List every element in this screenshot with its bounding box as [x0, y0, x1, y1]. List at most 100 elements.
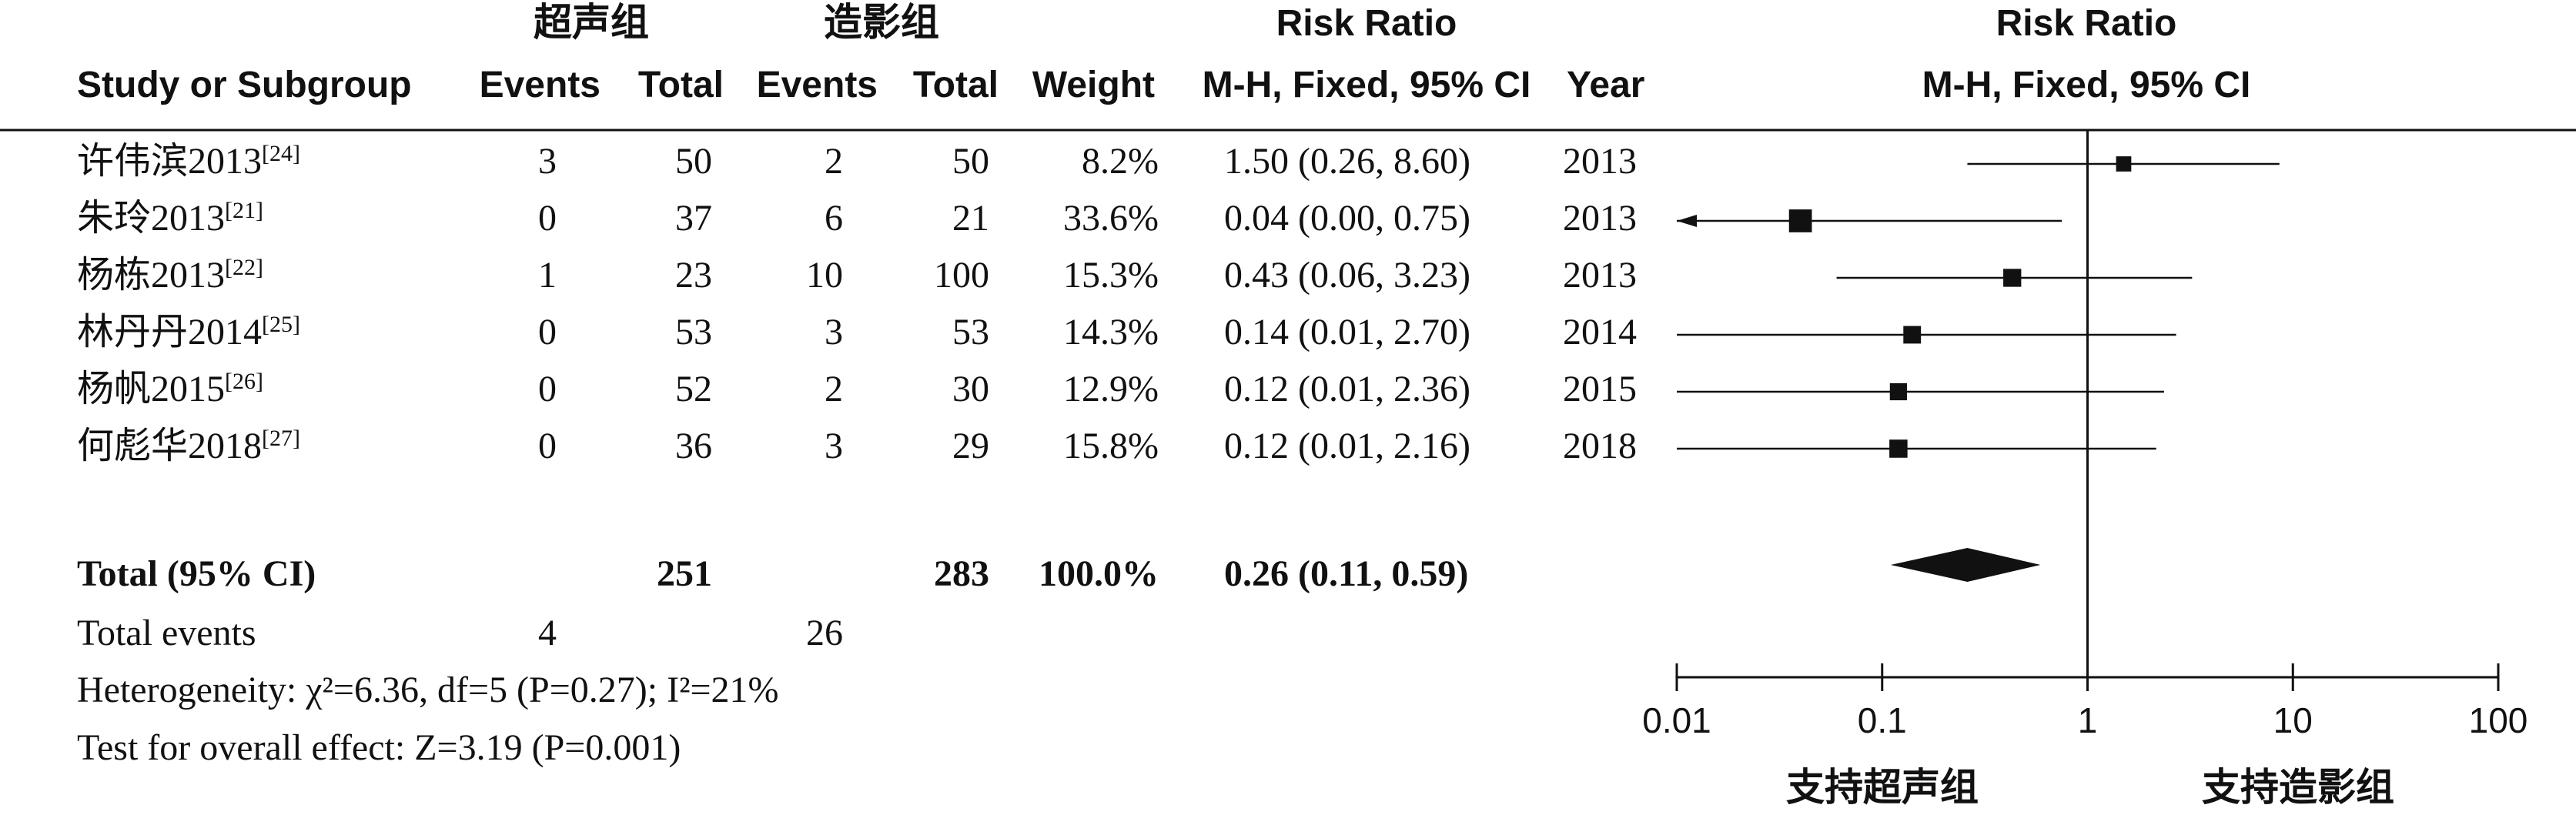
- point-estimate: [1889, 382, 1907, 401]
- study-name: 杨帆2015[26]: [77, 369, 263, 409]
- study-name-text: 杨栋2013: [77, 255, 225, 296]
- x-tick-label: 0.01: [1642, 700, 1711, 740]
- header-plot-method: M-H, Fixed, 95% CI: [1922, 65, 2251, 105]
- study-name-text: 杨帆2015: [77, 369, 225, 409]
- weight: 12.9%: [1063, 369, 1159, 409]
- events-contrast: 2: [825, 141, 843, 182]
- favours-contrast-label: 支持造影组: [2202, 765, 2394, 810]
- events-contrast: 3: [825, 426, 843, 466]
- study-name-text: 林丹丹2014: [77, 312, 262, 352]
- weight: 8.2%: [1082, 141, 1159, 182]
- point-estimate: [2116, 156, 2132, 172]
- total-contrast: 29: [952, 426, 989, 466]
- events-contrast: 2: [825, 369, 843, 409]
- total-contrast: 50: [952, 141, 989, 182]
- events-contrast: 6: [825, 198, 843, 239]
- ci-arrow: [1677, 215, 1697, 227]
- header-events-contrast: Events: [757, 65, 878, 105]
- overall-effect-text: Test for overall effect: Z=3.19 (P=0.001…: [77, 727, 681, 768]
- total-events-label: Total events: [77, 613, 256, 653]
- study-reference: [26]: [225, 369, 263, 394]
- events-ultrasound: 3: [538, 141, 557, 182]
- total-ultrasound: 37: [675, 198, 712, 239]
- study-reference: [25]: [262, 312, 300, 337]
- group-label-contrast: 造影组: [824, 0, 939, 45]
- total-ultrasound: 50: [675, 141, 712, 182]
- weight: 14.3%: [1063, 312, 1159, 352]
- total-label: Total (95% CI): [77, 553, 316, 594]
- study-name: 杨栋2013[22]: [77, 255, 263, 296]
- weight: 15.8%: [1063, 426, 1159, 466]
- ci-text: 0.43 (0.06, 3.23): [1224, 255, 1470, 296]
- year: 2014: [1563, 312, 1637, 352]
- x-tick-label: 0.1: [1858, 700, 1907, 740]
- events-contrast: 10: [806, 255, 843, 296]
- study-name: 何彪华2018[27]: [77, 426, 300, 466]
- year: 2013: [1563, 198, 1637, 239]
- study-reference: [27]: [262, 426, 300, 451]
- total-events-ultrasound: 4: [538, 613, 557, 653]
- heterogeneity-text: Heterogeneity: χ²=6.36, df=5 (P=0.27); I…: [77, 670, 779, 710]
- events-ultrasound: 0: [538, 369, 557, 409]
- header-risk-ratio: Risk Ratio: [1276, 3, 1457, 44]
- ci-text: 1.50 (0.26, 8.60): [1224, 141, 1470, 182]
- group-label-ultrasound: 超声组: [534, 0, 649, 45]
- header-total-ultrasound: Total: [638, 65, 724, 105]
- header-year: Year: [1567, 65, 1644, 105]
- point-estimate: [1903, 326, 1922, 344]
- total-n-ultrasound: 251: [657, 553, 712, 594]
- total-events-contrast: 26: [806, 613, 843, 653]
- header-weight: Weight: [1032, 65, 1155, 105]
- total-contrast: 30: [952, 369, 989, 409]
- ci-text: 0.12 (0.01, 2.36): [1224, 369, 1470, 409]
- header-rr-method: M-H, Fixed, 95% CI: [1203, 65, 1531, 105]
- x-tick-label: 10: [2273, 700, 2313, 740]
- events-ultrasound: 0: [538, 426, 557, 466]
- x-tick-label: 1: [2078, 700, 2098, 740]
- study-name-text: 许伟滨2013: [77, 141, 262, 182]
- study-reference: [24]: [262, 141, 300, 166]
- total-contrast: 53: [952, 312, 989, 352]
- year: 2018: [1563, 426, 1637, 466]
- pooled-diamond: [1890, 548, 2041, 582]
- total-weight: 100.0%: [1039, 553, 1159, 594]
- total-contrast: 100: [934, 255, 989, 296]
- ci-text: 0.12 (0.01, 2.16): [1224, 426, 1470, 466]
- header-events-ultrasound: Events: [480, 65, 601, 105]
- weight: 33.6%: [1063, 198, 1159, 239]
- total-ci: 0.26 (0.11, 0.59): [1224, 553, 1468, 594]
- favours-ultrasound-label: 支持超声组: [1786, 765, 1979, 810]
- study-name-text: 何彪华2018: [77, 426, 262, 466]
- total-n-contrast: 283: [934, 553, 989, 594]
- header-total-contrast: Total: [913, 65, 999, 105]
- header-study: Study or Subgroup: [77, 65, 412, 105]
- events-ultrasound: 0: [538, 312, 557, 352]
- ci-text: 0.14 (0.01, 2.70): [1224, 312, 1470, 352]
- study-reference: [21]: [225, 198, 263, 223]
- study-name-text: 朱玲2013: [77, 198, 225, 239]
- study-rows: 许伟滨2013[24] 3 50 2 50 8.2% 1.50 (0.26, 8.60) 20…: [77, 141, 1637, 466]
- events-ultrasound: 0: [538, 198, 557, 239]
- total-ultrasound: 36: [675, 426, 712, 466]
- study-name: 林丹丹2014[25]: [77, 312, 300, 352]
- weight: 15.3%: [1063, 255, 1159, 296]
- year: 2013: [1563, 255, 1637, 296]
- point-estimate: [1889, 439, 1908, 458]
- study-reference: [22]: [225, 255, 263, 280]
- ci-text: 0.04 (0.00, 0.75): [1224, 198, 1470, 239]
- total-ultrasound: 23: [675, 255, 712, 296]
- study-name: 许伟滨2013[24]: [77, 141, 300, 182]
- study-name: 朱玲2013[21]: [77, 198, 263, 239]
- total-contrast: 21: [952, 198, 989, 239]
- events-contrast: 3: [825, 312, 843, 352]
- x-tick-label: 100: [2469, 700, 2528, 740]
- point-estimate: [2003, 269, 2022, 287]
- forest-plot-area: 0.01 0.1 1 10 100 支持超声组 支持造影组: [1642, 130, 2527, 810]
- total-ultrasound: 53: [675, 312, 712, 352]
- total-ultrasound: 52: [675, 369, 712, 409]
- events-ultrasound: 1: [538, 255, 557, 296]
- year: 2013: [1563, 141, 1637, 182]
- header-plot-risk-ratio: Risk Ratio: [1996, 3, 2177, 44]
- point-estimate: [1788, 209, 1812, 232]
